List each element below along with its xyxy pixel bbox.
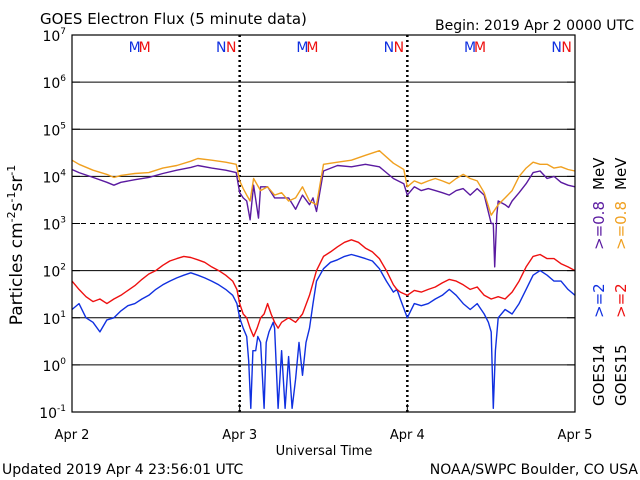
y-tick-label-1e3: 103 [42, 216, 66, 234]
updated-timestamp: Updated 2019 Apr 4 23:56:01 UTC [2, 462, 243, 478]
series-line-0 [71, 163, 576, 268]
marker-N-goes14-day1: N [216, 40, 226, 56]
x-tick-label-1: Apr 3 [222, 428, 257, 443]
x-tick-label-0: Apr 2 [55, 428, 90, 443]
legend-goes14-08mev: >=0.8 [590, 201, 608, 250]
marker-N-goes14-day2: N [384, 40, 394, 56]
x-axis-label: Universal Time [276, 444, 373, 459]
y-tick-label-1e4: 104 [42, 168, 66, 186]
y-tick-label-1e7: 107 [42, 27, 66, 45]
legend-goes15-08mev: >=0.8 [612, 201, 630, 250]
marker-N-goes15-day3: N [561, 40, 571, 56]
legend-goes14-satellite: GOES14 [590, 344, 608, 406]
marker-M-goes14-day2: M [296, 40, 308, 56]
y-tick-label-1e0: 100 [42, 357, 66, 375]
series-line-3 [71, 239, 576, 338]
y-tick-label-1e5: 105 [42, 121, 66, 139]
y-tick-label-1e-1: 10-1 [39, 404, 66, 422]
marker-N-goes15-day1: N [226, 40, 236, 56]
x-tick-label-2: Apr 4 [390, 428, 425, 443]
series-line-1 [71, 150, 576, 216]
plot-area: 10-1 100 101 102 103 104 105 106 107 Apr 2 Apr 3 Ap… [39, 27, 592, 443]
marker-N-goes14-day3: N [551, 40, 561, 56]
credit-label: NOAA/SWPC Boulder, CO USA [430, 462, 639, 478]
y-axis-label: Particles cm-2s-1sr-1 [5, 165, 27, 326]
marker-N-goes15-day2: N [394, 40, 404, 56]
y-tick-label-1e2: 102 [42, 263, 66, 281]
begin-date-label: Begin: 2019 Apr 2 0000 UTC [435, 18, 634, 34]
right-legend: GOES14 GOES15 >=2 >=2 >=0.8 >=0.8 MeV Me… [590, 157, 630, 406]
y-tick-label-1e1: 101 [42, 310, 66, 328]
legend-goes15-2mev: >=2 [612, 283, 630, 318]
marker-M-goes15-day3: M [474, 40, 486, 56]
x-tick-label-3: Apr 5 [558, 428, 593, 443]
marker-M-goes14-day3: M [464, 40, 476, 56]
legend-mev-unit-14: MeV [590, 157, 608, 190]
chart-title: GOES Electron Flux (5 minute data) [40, 10, 307, 28]
marker-M-goes15-day2: M [306, 40, 318, 56]
y-tick-label-1e6: 106 [42, 74, 66, 92]
legend-goes15-satellite: GOES15 [612, 344, 630, 406]
legend-goes14-2mev: >=2 [590, 283, 608, 318]
marker-M-goes14-day1: M [129, 40, 141, 56]
marker-M-goes15-day1: M [139, 40, 151, 56]
legend-mev-unit-15: MeV [612, 157, 630, 190]
series-line-2 [71, 253, 576, 409]
